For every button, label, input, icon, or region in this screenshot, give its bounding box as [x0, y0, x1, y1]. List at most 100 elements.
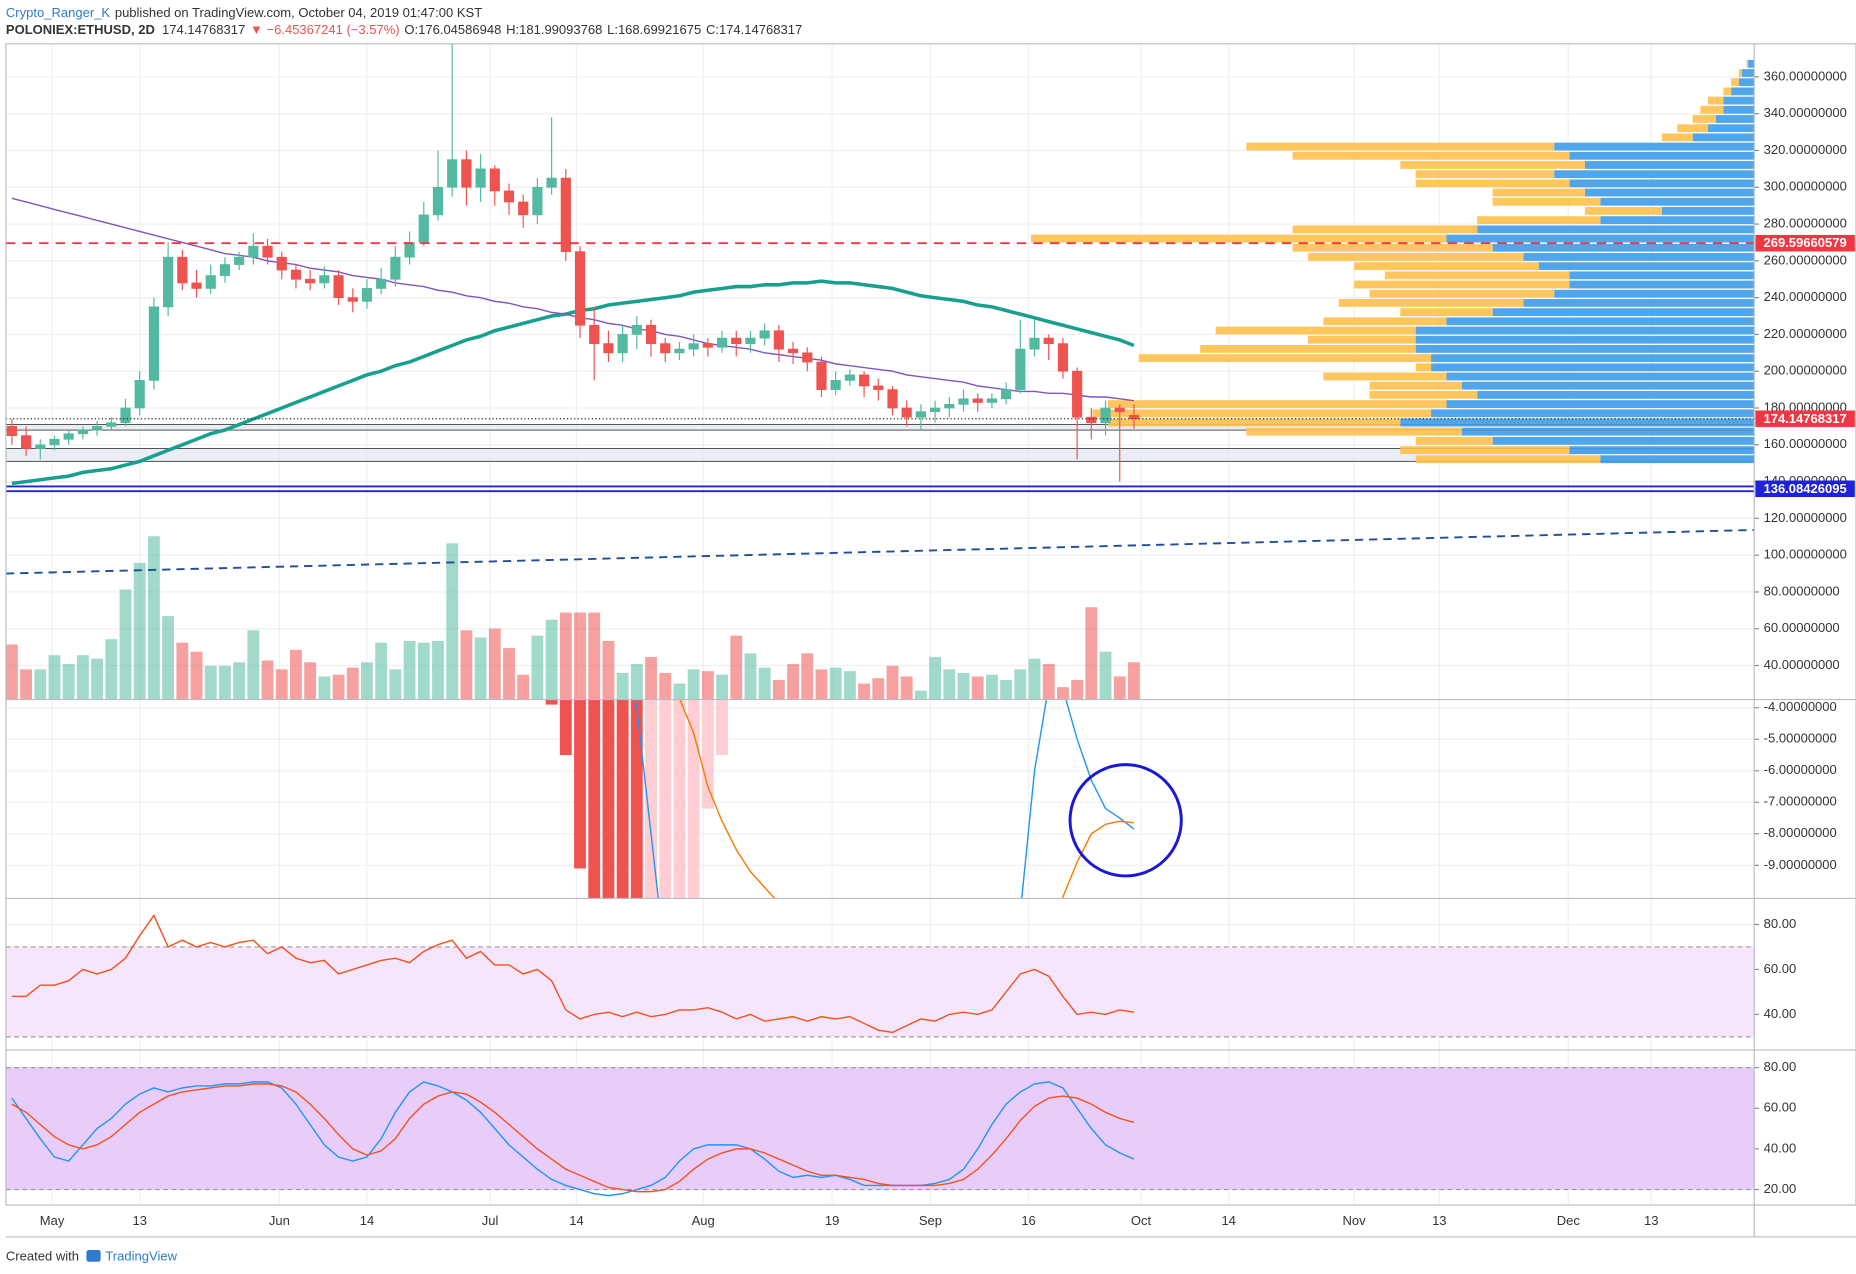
volume-bar	[815, 669, 828, 700]
band	[5, 1067, 1755, 1190]
indicator-line	[634, 699, 1135, 899]
symbol: POLONIEX:ETHUSD, 2D	[6, 22, 155, 37]
profile-down	[1323, 317, 1447, 326]
profile-down	[1677, 124, 1709, 133]
profile-up	[1477, 225, 1755, 234]
profile-down	[1292, 225, 1478, 234]
volume-bar	[147, 536, 160, 700]
volume-bar	[588, 612, 601, 700]
footer-created: Created with	[6, 1249, 79, 1264]
y-tick-label: 200.00000000	[1764, 363, 1847, 378]
y-tick-label: 80.00	[1764, 916, 1797, 931]
candle-body	[1015, 348, 1026, 390]
profile-up	[1715, 115, 1755, 123]
y-tick-label: 60.00	[1764, 1100, 1797, 1115]
histogram-bar	[602, 699, 615, 899]
histogram-bar	[659, 699, 672, 899]
profile-down	[1400, 446, 1570, 454]
profile-up	[1692, 133, 1755, 142]
candle-body	[972, 398, 983, 403]
profile-down	[1138, 354, 1432, 363]
candle-body	[134, 380, 145, 409]
candle-body	[205, 275, 216, 289]
candle-body	[191, 282, 202, 289]
candle-body	[1072, 370, 1083, 418]
x-tick-label: Nov	[1343, 1213, 1367, 1228]
y-tick-label: 60.00	[1764, 961, 1797, 976]
candle-body	[930, 407, 941, 413]
volume-bar	[91, 658, 104, 700]
y-tick-label: -5.00000000	[1764, 731, 1837, 746]
profile-down	[1307, 335, 1416, 344]
volume-bar	[574, 612, 586, 700]
y-tick-label: 80.00000000	[1764, 583, 1840, 598]
y-tick-label: -4.00000000	[1764, 699, 1837, 714]
profile-up	[1731, 87, 1755, 96]
candle-body	[645, 324, 657, 344]
candle-body	[234, 256, 245, 265]
candle-body	[418, 214, 429, 243]
volume-bar	[872, 678, 885, 700]
candle-body	[333, 275, 344, 298]
x-tick-label: 14	[360, 1213, 374, 1228]
pane-frames	[5, 43, 1856, 1238]
candle-body	[560, 177, 571, 253]
profile-up	[1584, 188, 1755, 197]
candle-body	[944, 403, 955, 409]
profile-down	[1415, 455, 1601, 464]
candle-body	[986, 398, 998, 403]
profile-up	[1492, 436, 1755, 445]
candle-body	[6, 426, 17, 436]
candle-body	[958, 398, 969, 405]
profile-down	[1477, 216, 1601, 225]
candle-body	[731, 337, 742, 344]
volume-bar	[1057, 687, 1069, 700]
profile-up	[1584, 161, 1755, 169]
indicator-line	[11, 279, 1135, 486]
author[interactable]: Crypto_Ranger_K	[6, 6, 111, 21]
y-tick-label: 220.00000000	[1764, 326, 1847, 341]
profile-up	[1569, 179, 1755, 188]
profile-down	[1369, 289, 1555, 298]
volume-bar	[34, 669, 47, 700]
profile-up	[1661, 207, 1755, 215]
volume-bar	[204, 665, 217, 700]
indicator-line	[11, 1081, 1135, 1197]
profile-up	[1446, 234, 1755, 243]
profile-up	[1477, 390, 1755, 399]
candle-body	[461, 159, 472, 188]
y-tick-label: 80.00	[1764, 1059, 1797, 1074]
x-tick-label: 13	[1432, 1213, 1446, 1228]
profile-down	[1492, 188, 1585, 197]
x-tick-label: Jun	[269, 1213, 290, 1228]
candle-body	[518, 201, 529, 216]
histogram-bar	[701, 699, 714, 809]
volume-bar	[531, 635, 544, 700]
histogram-bar	[574, 699, 586, 869]
candle-body	[631, 324, 642, 335]
volume-bar	[1042, 664, 1055, 700]
profile-down	[1354, 280, 1570, 289]
volume-bar	[1128, 662, 1140, 700]
x-tick-label: Jul	[482, 1213, 499, 1228]
price-tag	[1755, 234, 1855, 252]
candle-body	[873, 385, 884, 390]
indicator-line	[679, 699, 1135, 899]
profile-up	[1431, 363, 1755, 372]
candle-body	[219, 264, 231, 276]
footer-brand[interactable]: TradingView	[105, 1249, 177, 1264]
band	[5, 946, 1755, 1037]
candle-body	[1029, 337, 1040, 350]
profile-up	[1415, 326, 1755, 335]
volume-bar	[446, 543, 459, 700]
volume-bar	[1099, 651, 1112, 700]
candle-body	[77, 429, 88, 435]
histogram-bar	[630, 699, 643, 899]
tv-logo[interactable]: TradingView	[86, 1249, 178, 1264]
volume-bar	[730, 635, 743, 700]
volume-bar	[389, 669, 402, 700]
candle-body	[390, 256, 401, 280]
profile-up	[1569, 271, 1755, 280]
candle-body	[475, 168, 486, 188]
